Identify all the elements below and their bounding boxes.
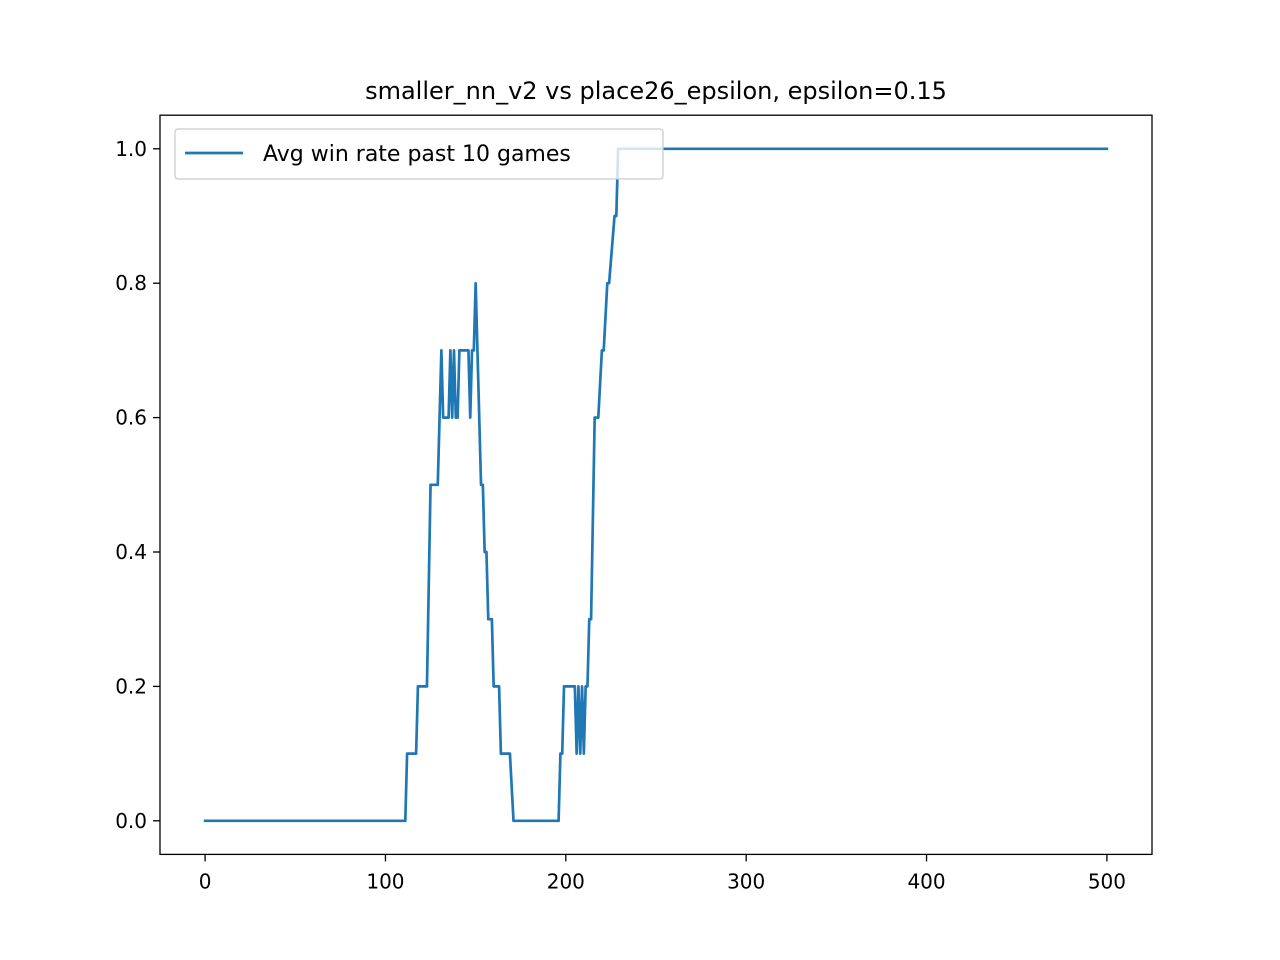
x-tick-label: 200 — [547, 869, 585, 893]
y-axis: 0.0 0.2 0.4 0.6 0.8 1.0 — [115, 137, 160, 833]
y-tick-label: 0.8 — [115, 271, 147, 295]
plot-area — [159, 114, 1153, 856]
y-tick-label: 0.4 — [115, 540, 147, 564]
x-tick-label: 500 — [1088, 869, 1126, 893]
x-tick-label: 400 — [907, 869, 945, 893]
legend-box — [174, 128, 664, 180]
y-tick-label: 0.0 — [115, 809, 147, 833]
chart-title: smaller_nn_v2 vs place26_epsilon, epsilo… — [365, 77, 947, 105]
series-line-avg-win-rate — [203, 147, 1109, 823]
legend: Avg win rate past 10 games — [174, 128, 664, 180]
legend-label: Avg win rate past 10 games — [263, 142, 571, 167]
y-tick-label: 0.6 — [115, 406, 147, 430]
x-tick-label: 0 — [199, 869, 212, 893]
y-tick-label: 1.0 — [115, 137, 147, 161]
y-tick-label: 0.2 — [115, 674, 147, 698]
x-axis: 0 100 200 300 400 500 — [199, 854, 1126, 893]
x-tick-label: 300 — [727, 869, 765, 893]
x-tick-label: 100 — [366, 869, 404, 893]
